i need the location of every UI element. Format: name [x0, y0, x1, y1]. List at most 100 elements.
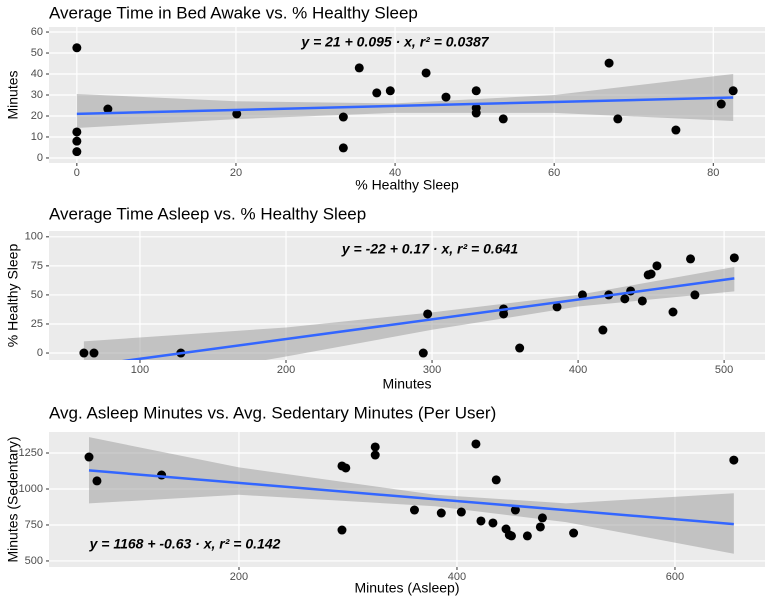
- x-tick-label: 300: [423, 364, 441, 376]
- x-tick-label: 100: [131, 364, 149, 376]
- y-tick-label: 1250: [19, 447, 43, 459]
- x-tick-label: 400: [569, 364, 587, 376]
- point: [686, 254, 696, 264]
- point: [637, 296, 647, 306]
- y-tick-label: 0: [37, 347, 43, 359]
- point: [604, 58, 614, 68]
- point: [338, 112, 348, 122]
- chart-title: Average Time Asleep vs. % Healthy Sleep: [49, 204, 366, 223]
- x-tick-label: 400: [448, 571, 466, 583]
- x-tick-label: 20: [230, 167, 242, 179]
- x-tick-label: 600: [666, 571, 684, 583]
- y-tick-label: 40: [31, 68, 43, 80]
- point: [646, 269, 656, 279]
- point: [385, 86, 395, 96]
- x-tick-label: 60: [548, 167, 560, 179]
- confidence-band: [89, 437, 734, 554]
- point: [89, 348, 99, 358]
- y-tick-label: 100: [25, 231, 43, 243]
- point: [729, 455, 739, 465]
- fit-line: [76, 96, 734, 116]
- point: [370, 450, 380, 460]
- point: [72, 43, 82, 53]
- point: [577, 290, 587, 300]
- point: [84, 452, 94, 462]
- x-tick-label: 40: [389, 167, 401, 179]
- point: [552, 302, 562, 312]
- y-tick-label: 75: [31, 260, 43, 272]
- point: [72, 147, 82, 157]
- y-tick-label: 20: [31, 110, 43, 122]
- point: [476, 516, 486, 526]
- fit-line: [121, 277, 735, 360]
- point: [72, 127, 82, 137]
- x-axis-title: % Healthy Sleep: [355, 177, 459, 193]
- y-tick-label: 50: [31, 289, 43, 301]
- y-tick-label: 25: [31, 318, 43, 330]
- y-tick-label: 30: [31, 89, 43, 101]
- y-tick-label: 50: [31, 47, 43, 59]
- point: [716, 99, 726, 109]
- x-tick-label: 200: [230, 571, 248, 583]
- point: [232, 109, 242, 119]
- point: [613, 114, 623, 124]
- chart-title: Average Time in Bed Awake vs. % Healthy …: [49, 3, 418, 22]
- point: [488, 518, 498, 528]
- x-tick-label: 500: [715, 364, 733, 376]
- point: [728, 86, 738, 96]
- point: [652, 261, 662, 271]
- point: [510, 505, 520, 515]
- x-tick-label: 80: [707, 167, 719, 179]
- point: [671, 125, 681, 135]
- y-tick-label: 1000: [19, 483, 43, 495]
- annotation: y = -22 + 0.17 · x, r² = 0.641: [341, 241, 518, 257]
- point: [370, 442, 380, 452]
- confidence-band: [83, 267, 735, 360]
- point: [421, 68, 431, 78]
- point: [418, 348, 428, 358]
- y-tick-label: 750: [25, 519, 43, 531]
- point: [498, 114, 508, 124]
- point: [668, 307, 678, 317]
- point: [354, 63, 364, 73]
- y-tick-label: 10: [31, 131, 43, 143]
- x-axis-title: Minutes: [382, 376, 431, 392]
- point: [522, 531, 532, 541]
- annotation: y = 21 + 0.095 · x, r² = 0.0387: [300, 34, 489, 50]
- y-axis-title: % Healthy Sleep: [5, 244, 21, 348]
- point: [471, 439, 481, 449]
- point: [535, 522, 545, 532]
- point: [72, 136, 82, 146]
- point: [537, 513, 547, 523]
- point: [441, 92, 451, 102]
- y-tick-label: 500: [25, 555, 43, 567]
- point: [337, 525, 347, 535]
- annotation: y = 1168 + -0.63 · x, r² = 0.142: [89, 536, 281, 552]
- point: [409, 505, 419, 515]
- point: [729, 253, 739, 263]
- x-tick-label: 200: [277, 364, 295, 376]
- point: [569, 528, 579, 538]
- point: [436, 508, 446, 518]
- point: [690, 290, 700, 300]
- point: [491, 475, 501, 485]
- chart-title: Avg. Asleep Minutes vs. Avg. Sedentary M…: [49, 403, 496, 422]
- point: [598, 325, 608, 335]
- y-axis-title: Minutes (Sedentary): [5, 436, 21, 562]
- y-tick-label: 0: [37, 152, 43, 164]
- x-axis-title: Minutes (Asleep): [354, 580, 459, 596]
- point: [103, 104, 113, 114]
- y-tick-label: 60: [31, 26, 43, 38]
- point: [620, 294, 630, 304]
- point: [515, 343, 525, 353]
- point: [506, 531, 516, 541]
- x-tick-label: 0: [74, 167, 80, 179]
- fit-line: [88, 469, 734, 526]
- point: [338, 143, 348, 153]
- point: [341, 463, 351, 473]
- point: [456, 507, 466, 517]
- point: [79, 348, 89, 358]
- point: [92, 476, 102, 486]
- point: [423, 309, 433, 319]
